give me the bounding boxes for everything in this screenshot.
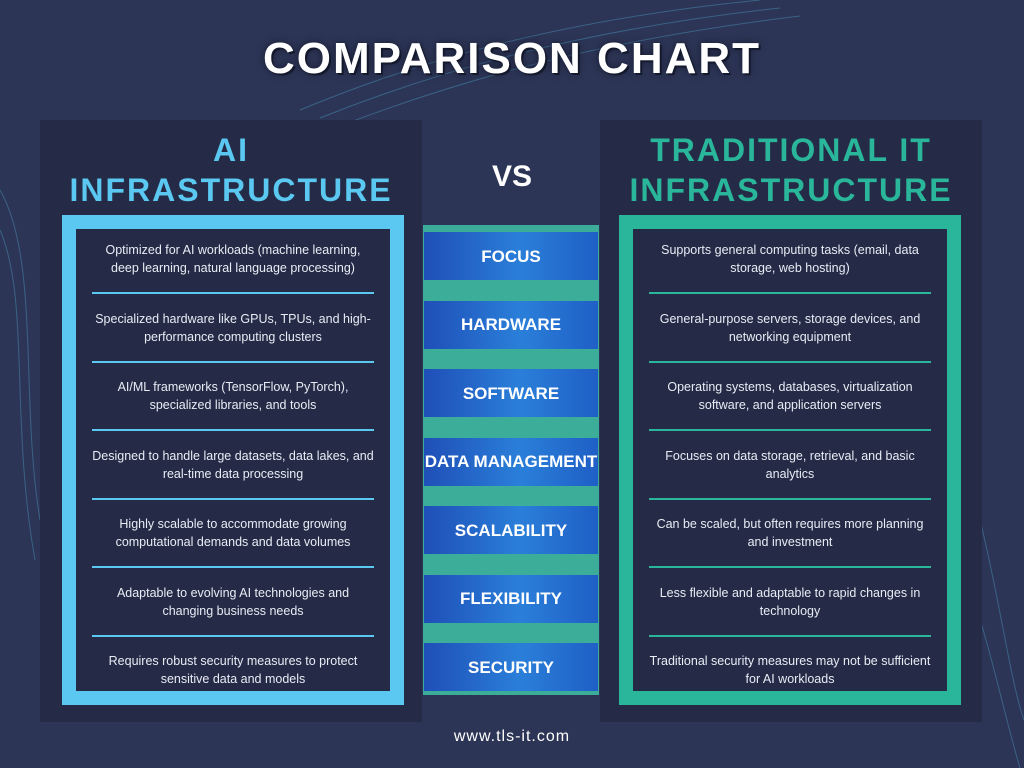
row-separator (92, 429, 374, 431)
panel-heading: AI (213, 132, 249, 168)
row-separator (649, 292, 931, 294)
category-label: HARDWARE (424, 300, 598, 349)
row-separator (92, 360, 374, 363)
row-separator (649, 429, 931, 431)
row-separator (649, 360, 931, 363)
comparison-item: Adaptable to evolving AI technologies an… (116, 585, 350, 618)
comparison-item: Specialized hardware like GPUs, TPUs, an… (95, 311, 371, 344)
panel-frame: Supports general computing tasks (email,… (619, 215, 961, 705)
vs-label: VS (491, 160, 533, 193)
comparison-item: Requires robust security measures to pro… (108, 654, 358, 686)
comparison-item: Optimized for AI workloads (machine lear… (105, 243, 361, 275)
category-label: SCALABILITY (424, 506, 598, 554)
panel-frame: Optimized for AI workloads (machine lear… (62, 215, 404, 705)
category-label: SECURITY (424, 643, 598, 691)
right-panel: TRADITIONAL IT INFRASTRUCTURE Supports g… (600, 120, 982, 722)
comparison-item: Can be scaled, but often requires more p… (656, 517, 924, 549)
row-separator (92, 497, 374, 500)
left-panel: AI INFRASTRUCTURE Optimized for AI workl… (40, 120, 422, 722)
category-label: SOFTWARE (424, 369, 598, 417)
comparison-item: Focuses on data storage, retrieval, and … (665, 448, 915, 481)
comparison-item: Less flexible and adaptable to rapid cha… (659, 585, 921, 618)
category-label: FLEXIBILITY (424, 574, 598, 623)
title: COMPARISON CHART (262, 34, 762, 83)
comparison-item: Highly scalable to accommodate growing c… (115, 517, 351, 549)
comparison-item: Supports general computing tasks (email,… (661, 243, 919, 275)
comparison-item: Traditional security measures may not be… (649, 654, 931, 686)
category-label: DATA MANAGEMENT (424, 437, 598, 486)
row-separator (649, 497, 931, 500)
footer-url: www.tls-it.com (453, 728, 571, 745)
category-label: FOCUS (424, 232, 598, 280)
comparison-item: Operating systems, databases, virtualiza… (667, 380, 913, 412)
row-separator (649, 566, 931, 568)
row-separator (92, 566, 374, 568)
comparison-item: General-purpose servers, storage devices… (659, 311, 921, 344)
panel-heading: INFRASTRUCTURE (69, 172, 393, 208)
row-separator (92, 292, 374, 294)
panel-heading: TRADITIONAL IT (650, 132, 932, 168)
comparison-item: AI/ML frameworks (TensorFlow, PyTorch), … (117, 380, 349, 412)
row-separator (92, 634, 374, 637)
row-separator (649, 634, 931, 637)
comparison-item: Designed to handle large datasets, data … (92, 448, 374, 481)
panel-heading: INFRASTRUCTURE (629, 172, 953, 208)
